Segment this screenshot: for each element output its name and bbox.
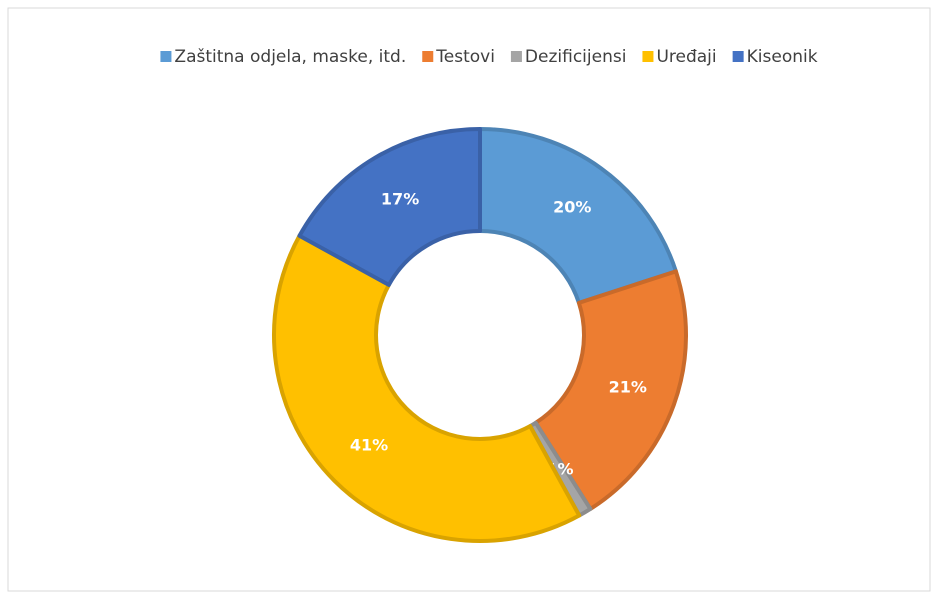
legend-label: Zaštitna odjela, maske, itd. — [174, 47, 406, 67]
donut-segment — [297, 127, 482, 287]
data-label: 20% — [553, 197, 591, 216]
legend-label: Kiseonik — [747, 47, 818, 67]
legend-swatch — [642, 51, 654, 62]
donut-segment — [478, 127, 678, 305]
legend: Zaštitna odjela, maske, itd. Testovi Dezif… — [160, 47, 818, 67]
legend-swatch — [510, 51, 522, 62]
legend-swatch — [732, 51, 744, 62]
legend-label: Dezificijensi — [525, 47, 627, 67]
legend-label: Uređaji — [656, 47, 716, 67]
legend-label: Testovi — [435, 47, 495, 67]
legend-swatch — [422, 51, 434, 62]
data-label: 41% — [350, 436, 388, 455]
data-label: 21% — [609, 378, 647, 397]
legend-swatch — [160, 51, 172, 62]
donut-segment — [533, 269, 688, 511]
data-label: 17% — [381, 189, 419, 208]
donut-segment — [272, 233, 582, 543]
